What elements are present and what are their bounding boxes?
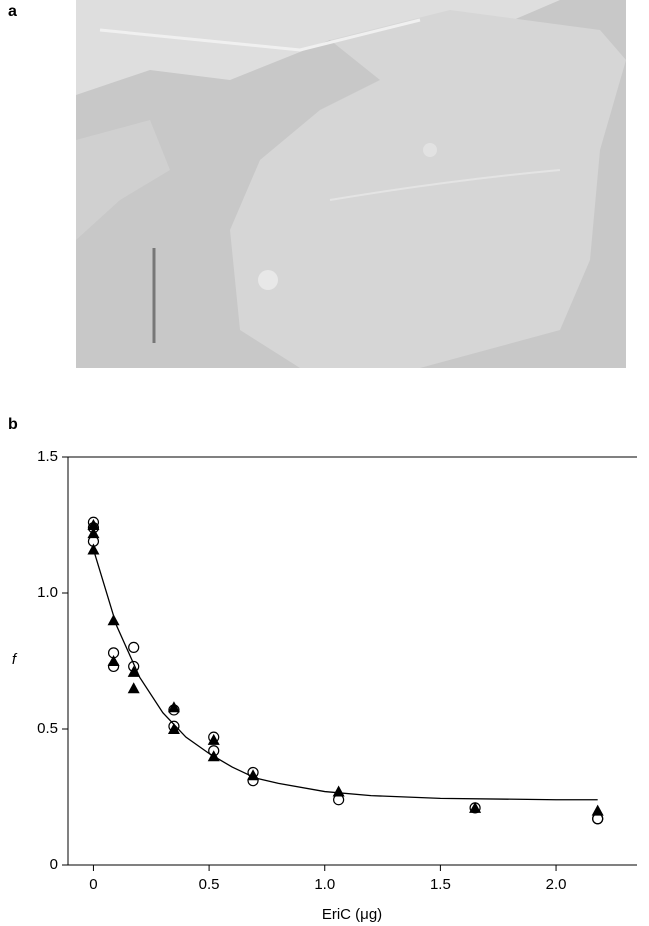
point bbox=[332, 785, 345, 797]
x-tick-label: 0 bbox=[89, 876, 97, 893]
x-tick-label: 2.0 bbox=[546, 876, 567, 893]
point bbox=[167, 701, 180, 713]
point bbox=[87, 543, 100, 555]
point bbox=[107, 655, 120, 666]
point bbox=[469, 801, 482, 813]
y-tick-label: 0 bbox=[50, 856, 58, 873]
y-axis-label: f bbox=[12, 651, 18, 668]
y-tick-label: 1.0 bbox=[37, 584, 58, 601]
panel-label: b bbox=[8, 416, 18, 433]
y-tick-label: 0.5 bbox=[37, 720, 58, 737]
point bbox=[87, 519, 100, 530]
point bbox=[127, 682, 140, 694]
point bbox=[591, 804, 604, 816]
x-axis-label: EriC (μg) bbox=[322, 906, 382, 923]
panel-label: a bbox=[8, 3, 17, 20]
x-tick-label: 1.5 bbox=[430, 876, 451, 893]
point bbox=[127, 665, 140, 677]
point bbox=[207, 733, 220, 745]
fit-curve bbox=[92, 549, 598, 801]
x-tick-label: 0.5 bbox=[199, 876, 220, 893]
point bbox=[87, 527, 100, 539]
point bbox=[167, 723, 180, 734]
point bbox=[107, 614, 120, 626]
micrograph bbox=[76, 0, 626, 368]
y-tick-label: 1.5 bbox=[37, 448, 58, 465]
point bbox=[128, 641, 140, 654]
x-tick-label: 1.0 bbox=[314, 876, 335, 893]
